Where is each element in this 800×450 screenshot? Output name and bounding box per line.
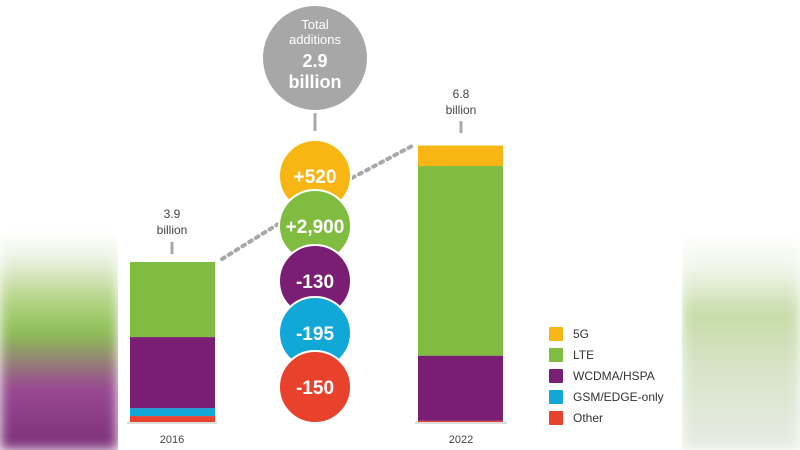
change-label-other: -150 bbox=[296, 378, 334, 399]
change-bubble-other bbox=[278, 350, 352, 424]
legend: 5G LTE WCDMA/HSPA GSM/EDGE-only Other bbox=[549, 323, 664, 428]
connector-right bbox=[350, 144, 414, 180]
x-label-2022: 2022 bbox=[449, 434, 473, 446]
x-label-2016: 2016 bbox=[160, 434, 184, 446]
legend-label-5g: 5G bbox=[573, 326, 590, 341]
bar-2016-gsm-edge-only bbox=[130, 408, 215, 417]
total-2022-unit: billion bbox=[446, 103, 477, 117]
legend-swatch-5g bbox=[549, 326, 563, 341]
total-additions-line1: Total bbox=[301, 17, 329, 32]
bar-2022-other bbox=[418, 420, 503, 422]
total-2016-unit: billion bbox=[157, 223, 188, 237]
legend-swatch-wcdma bbox=[549, 368, 563, 383]
blurred-left-background bbox=[0, 0, 118, 450]
total-2016-value: 3.9 bbox=[164, 207, 181, 221]
legend-swatch-lte bbox=[549, 347, 563, 362]
bar-2016-lte bbox=[130, 262, 215, 338]
legend-label-other: Other bbox=[573, 410, 604, 425]
connector-left bbox=[220, 219, 285, 261]
total-additions-value: 2.9 bbox=[302, 51, 327, 71]
legend-swatch-gsm bbox=[549, 389, 563, 404]
bar-2022-wcdma-hspa bbox=[418, 355, 503, 421]
legend-label-lte: LTE bbox=[573, 347, 595, 362]
bar-2016-wcdma-hspa bbox=[130, 337, 215, 409]
legend-label-gsm: GSM/EDGE-only bbox=[573, 389, 664, 404]
bar-2022-5g bbox=[418, 145, 503, 167]
blurred-right-background bbox=[682, 0, 800, 450]
total-additions-line2: additions bbox=[289, 32, 342, 47]
bar-2022-lte bbox=[418, 166, 503, 356]
legend-item-wcdma: WCDMA/HSPA bbox=[549, 365, 664, 386]
bar-2016-other bbox=[130, 416, 215, 422]
total-additions-unit: billion bbox=[289, 72, 342, 92]
stacked-bars bbox=[130, 145, 503, 422]
legend-item-other: Other bbox=[549, 407, 664, 428]
legend-swatch-other bbox=[549, 410, 563, 425]
change-label-lte: +2,900 bbox=[286, 217, 345, 238]
legend-label-wcdma: WCDMA/HSPA bbox=[573, 368, 655, 383]
change-label-5g: +520 bbox=[294, 167, 337, 188]
change-bubbles: +520 +2,900 -130 -195 -150 bbox=[278, 139, 352, 424]
legend-item-gsm: GSM/EDGE-only bbox=[549, 386, 664, 407]
change-label-gsm-edge-only: -195 bbox=[296, 324, 334, 345]
total-2022-value: 6.8 bbox=[453, 87, 470, 101]
change-label-wcdma-hspa: -130 bbox=[296, 272, 334, 293]
total-additions-bubble bbox=[263, 6, 367, 110]
legend-item-lte: LTE bbox=[549, 344, 664, 365]
legend-item-5g: 5G bbox=[549, 323, 664, 344]
